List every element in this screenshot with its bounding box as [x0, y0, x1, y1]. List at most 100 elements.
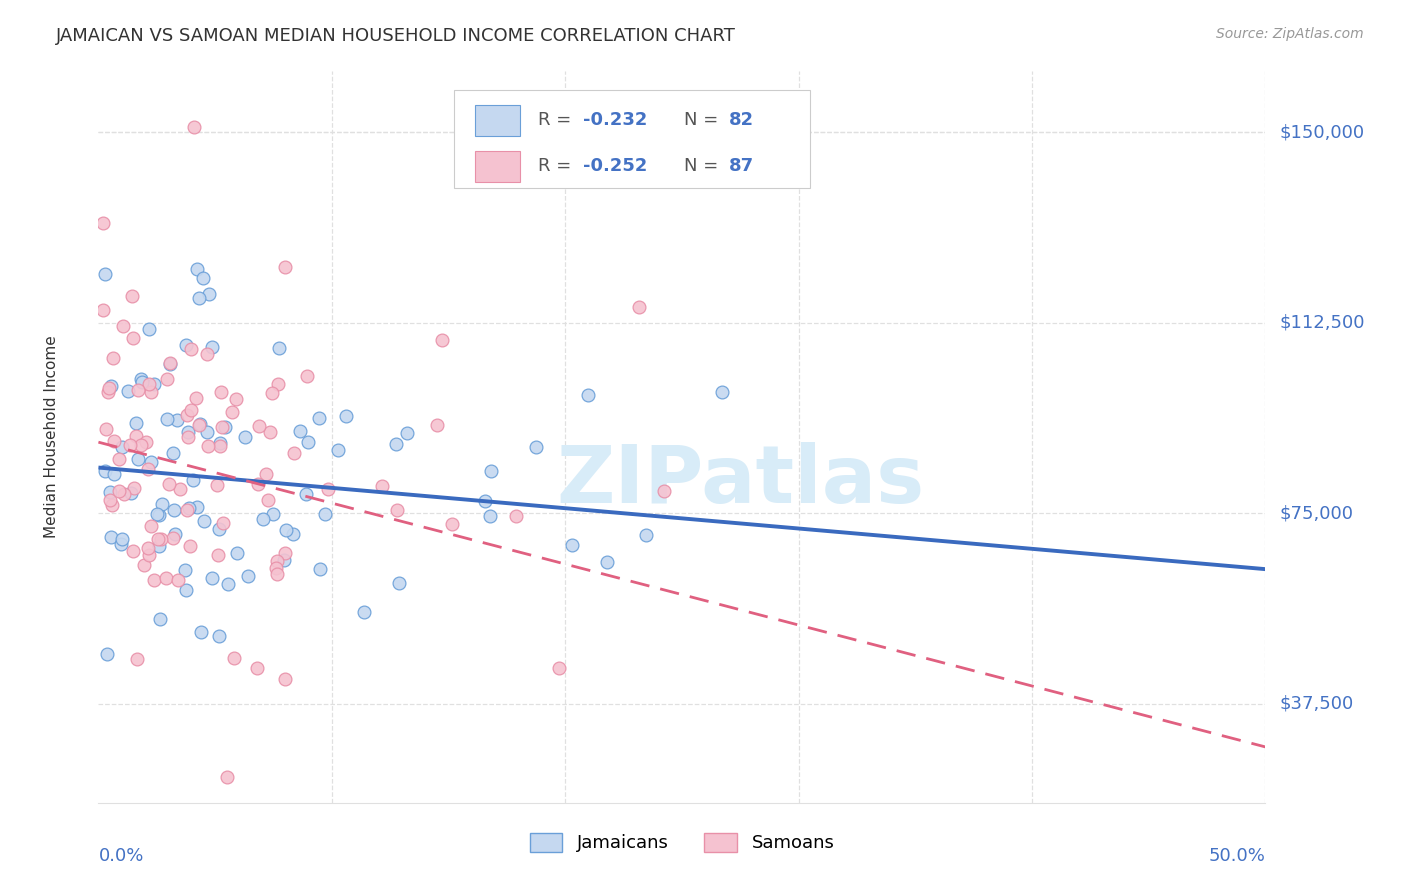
Point — [97, 381, 120, 395]
Point — [166, 573, 188, 587]
Point — [353, 606, 375, 620]
Point — [138, 548, 160, 562]
Point — [432, 333, 454, 347]
Point — [197, 287, 219, 301]
Point — [246, 477, 269, 491]
Point — [262, 507, 284, 521]
Point — [97, 384, 120, 399]
Point — [318, 482, 340, 496]
Text: R =: R = — [538, 158, 578, 176]
Point — [201, 340, 224, 354]
Point — [156, 372, 179, 386]
Point — [91, 216, 114, 230]
Point — [163, 527, 186, 541]
Point — [281, 527, 304, 541]
Point — [94, 464, 117, 478]
Point — [193, 514, 215, 528]
Point — [217, 576, 239, 591]
Point — [274, 673, 297, 687]
Point — [207, 548, 229, 562]
Text: 50.0%: 50.0% — [1209, 847, 1265, 864]
Point — [474, 494, 496, 508]
Point — [100, 378, 122, 392]
Point — [252, 512, 274, 526]
Point — [127, 384, 149, 398]
Point — [142, 573, 165, 587]
Point — [174, 563, 197, 577]
Point — [266, 554, 288, 568]
Point — [162, 446, 184, 460]
Point — [274, 546, 297, 560]
Legend: Jamaicans, Samoans: Jamaicans, Samoans — [522, 826, 842, 860]
Point — [118, 437, 141, 451]
Point — [181, 473, 204, 487]
Point — [596, 555, 619, 569]
Text: N =: N = — [685, 112, 724, 129]
Point — [166, 413, 188, 427]
Point — [295, 486, 318, 500]
Point — [127, 451, 149, 466]
Point — [180, 402, 202, 417]
Point — [96, 422, 118, 436]
Point — [159, 356, 181, 370]
Point — [121, 544, 143, 558]
Point — [222, 651, 245, 665]
Point — [211, 420, 233, 434]
Point — [139, 385, 162, 400]
Point — [186, 261, 208, 276]
Point — [208, 522, 231, 536]
Point — [238, 568, 260, 582]
Point — [91, 302, 114, 317]
Point — [101, 351, 124, 365]
Point — [260, 385, 283, 400]
Text: $75,000: $75,000 — [1279, 504, 1354, 523]
Text: -0.252: -0.252 — [582, 158, 647, 176]
Text: $37,500: $37,500 — [1279, 695, 1354, 713]
Point — [191, 271, 214, 285]
Point — [149, 612, 172, 626]
Point — [308, 562, 330, 576]
Point — [125, 417, 148, 431]
Point — [634, 528, 657, 542]
Point — [214, 420, 236, 434]
Point — [295, 369, 318, 384]
Point — [107, 451, 129, 466]
Point — [177, 425, 200, 439]
Point — [179, 500, 201, 515]
Point — [211, 516, 233, 530]
Point — [274, 524, 297, 538]
Point — [135, 434, 157, 449]
Point — [100, 531, 122, 545]
Point — [94, 267, 117, 281]
Point — [162, 532, 184, 546]
Point — [297, 435, 319, 450]
Point — [121, 289, 143, 303]
Point — [524, 440, 547, 454]
Point — [179, 539, 201, 553]
Point — [290, 424, 312, 438]
Point — [183, 120, 205, 135]
Point — [208, 439, 231, 453]
Point — [441, 516, 464, 531]
Point — [186, 500, 208, 514]
Text: Source: ZipAtlas.com: Source: ZipAtlas.com — [1216, 27, 1364, 41]
Point — [308, 411, 330, 425]
Point — [169, 482, 191, 496]
Point — [156, 412, 179, 426]
Text: N =: N = — [685, 158, 724, 176]
Point — [479, 508, 502, 523]
Point — [186, 391, 208, 405]
Point — [111, 440, 134, 454]
Point — [195, 347, 218, 361]
Point — [395, 425, 418, 440]
Point — [150, 532, 173, 546]
Point — [101, 498, 124, 512]
Point — [122, 330, 145, 344]
Point — [176, 409, 198, 423]
Point — [163, 503, 186, 517]
Text: Median Household Income: Median Household Income — [44, 335, 59, 539]
Text: 0.0%: 0.0% — [98, 847, 143, 864]
Point — [233, 429, 256, 443]
Point — [120, 485, 142, 500]
Point — [141, 455, 163, 469]
